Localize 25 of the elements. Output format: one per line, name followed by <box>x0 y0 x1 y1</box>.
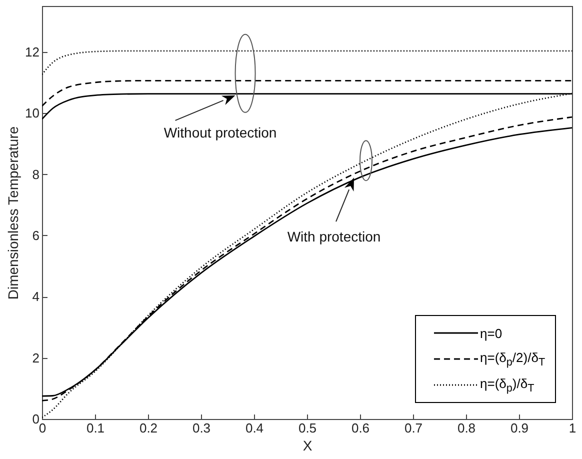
legend-label: η=(δ$_{p}$)/δ$_{T}$ <box>480 376 534 394</box>
y-tick-label: 6 <box>32 228 40 243</box>
x-tick-label: 0.1 <box>86 420 105 436</box>
line-series <box>42 50 572 76</box>
x-tick-label: 0.9 <box>510 420 529 436</box>
annotation: With protection <box>287 228 381 245</box>
legend-label: η=(δ$_{p}$/2)/δ$_{T}$ <box>480 350 546 368</box>
y-tick-label: 4 <box>32 289 40 304</box>
y-tick-label: 10 <box>25 106 40 121</box>
x-tick-label: 0.7 <box>404 420 423 436</box>
x-tick-label: 1 <box>568 420 576 436</box>
x-tick-label: 0.6 <box>351 420 370 436</box>
line-series <box>42 80 572 107</box>
x-tick-label: 0.3 <box>192 420 211 436</box>
y-tick-label: 2 <box>32 350 40 366</box>
x-tick-label: 0.8 <box>457 420 476 436</box>
x-tick-label: 0.4 <box>245 420 264 436</box>
x-tick-label: 0.5 <box>298 420 317 436</box>
x-axis-title: X <box>302 438 313 454</box>
y-tick-label: 8 <box>32 166 40 182</box>
x-tick-label: 0.2 <box>139 420 158 436</box>
legend-label: η=0 <box>480 326 502 340</box>
y-axis-title: Dimensionless Temperature <box>5 126 22 300</box>
y-tick-label: 12 <box>25 44 40 60</box>
annotation: Without protection <box>164 124 277 140</box>
